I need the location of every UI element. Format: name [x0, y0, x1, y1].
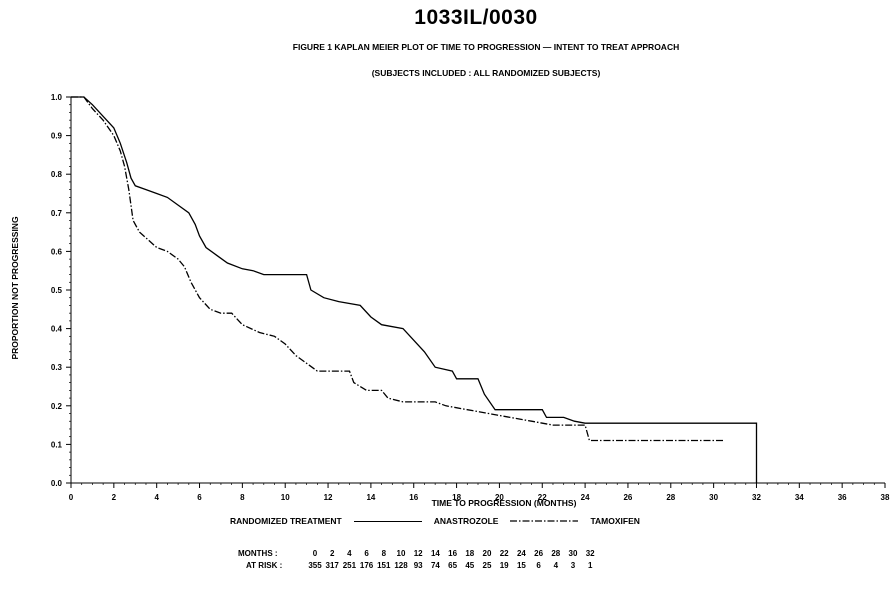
at-risk-count: 19: [499, 561, 509, 570]
x-tick-label: 38: [881, 493, 890, 502]
x-tick-label: 20: [495, 493, 504, 502]
x-tick-label: 10: [281, 493, 290, 502]
series-group: [71, 96, 758, 483]
legend-label-anastrozole: ANASTROZOLE: [433, 516, 499, 526]
legend: RANDOMIZED TREATMENT ANASTROZOLE TAMOXIF…: [230, 516, 640, 526]
x-tick-label: 12: [324, 493, 333, 502]
at-risk-month: 8: [381, 549, 387, 558]
legend-label-tamoxifen: TAMOXIFEN: [590, 516, 640, 526]
x-tick-label: 2: [112, 493, 117, 502]
at-risk-month: 6: [364, 549, 369, 558]
at-risk-month: 28: [551, 549, 561, 558]
at-risk-count: 74: [430, 561, 440, 570]
x-tick-label: 16: [409, 493, 418, 502]
legend-swatch-anastrozole: [353, 520, 422, 522]
x-tick-label: 32: [752, 493, 761, 502]
chart-subtitle: FIGURE 1 KAPLAN MEIER PLOT OF TIME TO PR…: [292, 42, 680, 52]
y-tick-label: 0.5: [51, 286, 63, 295]
y-tick-label: 0.0: [51, 479, 63, 488]
at-risk-count-row-label: AT RISK :: [246, 561, 283, 570]
at-risk-count: 15: [516, 561, 526, 570]
x-tick-label: 34: [795, 493, 804, 502]
at-risk-count: 1: [587, 561, 593, 570]
chart-subtitle-2: (SUBJECTS INCLUDED : ALL RANDOMIZED SUBJ…: [371, 68, 601, 78]
at-risk-month: 4: [347, 549, 352, 558]
at-risk-count: 65: [448, 561, 458, 570]
at-risk-month: 2: [329, 549, 335, 558]
at-risk-count: 4: [553, 561, 559, 570]
y-tick-label: 0.8: [51, 170, 63, 179]
y-tick-label: 0.2: [51, 402, 63, 411]
x-tick-label: 18: [452, 493, 461, 502]
at-risk-month: 24: [516, 549, 526, 558]
x-tick-label: 24: [581, 493, 590, 502]
at-risk-month: 20: [482, 549, 492, 558]
x-tick-label: 14: [366, 493, 375, 502]
at-risk-count: 6: [536, 561, 541, 570]
y-axis-label: PROPORTION NOT PROGRESSING: [10, 216, 20, 359]
at-risk-month: 18: [465, 549, 475, 558]
at-risk-count: 25: [482, 561, 492, 570]
at-risk-month: 22: [499, 549, 509, 558]
at-risk-count: 151: [377, 561, 391, 570]
at-risk-count: 93: [413, 561, 423, 570]
at-risk-month: 26: [534, 549, 544, 558]
at-risk-month: 0: [312, 549, 318, 558]
x-tick-label: 8: [240, 493, 245, 502]
legend-title: RANDOMIZED TREATMENT: [230, 516, 342, 526]
legend-swatch-tamoxifen: [510, 520, 579, 522]
y-tick-label: 1.0: [51, 93, 63, 102]
x-axis-label: TIME TO PROGRESSION (MONTHS): [432, 498, 577, 508]
y-tick-label: 0.1: [51, 440, 63, 449]
x-tick-label: 36: [838, 493, 847, 502]
at-risk-months-row-label: MONTHS :: [238, 549, 278, 558]
series-line-anastrozole: [71, 96, 758, 483]
x-tick-label: 30: [709, 493, 718, 502]
x-tick-label: 28: [666, 493, 675, 502]
at-risk-count: 355: [308, 561, 322, 570]
y-tick-label: 0.3: [51, 363, 63, 372]
at-risk-count: 317: [325, 561, 339, 570]
at-risk-month: 10: [396, 549, 406, 558]
series-line-tamoxifen: [71, 96, 725, 442]
at-risk-count: 45: [465, 561, 475, 570]
at-risk-count: 251: [342, 561, 357, 570]
at-risk-month: 14: [430, 549, 440, 558]
at-risk-month: 30: [568, 549, 578, 558]
at-risk-month: 12: [413, 549, 423, 558]
at-risk-count: 176: [359, 561, 374, 570]
x-tick-label: 4: [154, 493, 159, 502]
y-tick-label: 0.6: [51, 247, 63, 256]
at-risk-count: 3: [570, 561, 576, 570]
at-risk-month: 32: [585, 549, 595, 558]
at-risk-count: 128: [394, 561, 408, 570]
at-risk-month: 16: [448, 549, 458, 558]
y-tick-label: 0.9: [51, 132, 63, 141]
chart-title: 1033IL/0030: [414, 6, 538, 29]
x-tick-label: 0: [69, 493, 74, 502]
x-tick-label: 26: [623, 493, 632, 502]
axes: 0.00.10.20.30.40.50.60.70.80.91.00 2 4 6 8 10…: [51, 93, 890, 502]
x-tick-label: 22: [538, 493, 547, 502]
x-tick-label: 6: [197, 493, 202, 502]
y-tick-label: 0.7: [51, 209, 63, 218]
y-tick-label: 0.4: [51, 325, 63, 334]
